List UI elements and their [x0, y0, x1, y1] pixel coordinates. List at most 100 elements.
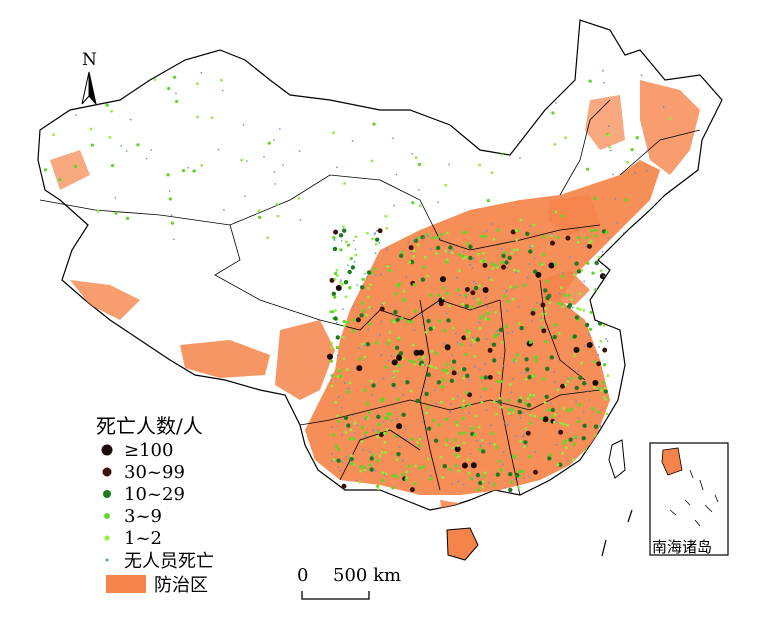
- incident-point: [482, 474, 486, 478]
- incident-point: [545, 279, 549, 284]
- incident-point: [453, 448, 456, 450]
- incident-point: [401, 412, 406, 417]
- incident-point: [550, 407, 556, 413]
- incident-point: [630, 147, 634, 152]
- incident-point: [428, 326, 433, 331]
- incident-point: [364, 431, 368, 435]
- legend-dot-icon: [96, 509, 118, 523]
- incident-point: [494, 332, 499, 337]
- incident-point: [376, 435, 379, 439]
- incident-point: [457, 480, 460, 483]
- incident-point: [374, 469, 377, 472]
- incident-point: [337, 395, 340, 398]
- incident-point: [345, 240, 348, 244]
- incident-point: [605, 315, 607, 318]
- incident-point: [481, 480, 485, 484]
- incident-point: [482, 262, 488, 268]
- incident-point: [445, 312, 448, 315]
- incident-point: [580, 361, 583, 365]
- incident-point: [448, 163, 451, 166]
- incident-point: [562, 422, 566, 426]
- incident-point: [352, 305, 355, 308]
- incident-point: [604, 479, 607, 481]
- incident-point: [500, 405, 503, 409]
- incident-point: [430, 365, 434, 369]
- incident-point: [533, 257, 536, 260]
- incident-point: [439, 276, 447, 283]
- incident-point: [535, 89, 539, 93]
- incident-point: [554, 210, 558, 214]
- incident-point: [420, 277, 426, 282]
- incident-point: [428, 477, 433, 481]
- incident-point: [531, 374, 534, 378]
- incident-point: [409, 487, 415, 493]
- legend-area-label: 防治区: [154, 575, 208, 596]
- incident-point: [464, 352, 469, 357]
- incident-point: [567, 460, 569, 462]
- incident-point: [477, 302, 482, 306]
- incident-point: [599, 273, 606, 280]
- incident-point: [576, 240, 580, 244]
- incident-point: [413, 309, 418, 313]
- legend-item: 1~2: [96, 527, 214, 549]
- incident-point: [110, 163, 115, 168]
- incident-point: [396, 283, 401, 287]
- incident-point: [548, 453, 553, 457]
- incident-point: [605, 412, 609, 416]
- incident-point: [394, 387, 397, 390]
- incident-point: [504, 486, 507, 489]
- incident-point: [358, 464, 363, 469]
- incident-point: [361, 343, 364, 346]
- incident-point: [274, 183, 277, 185]
- incident-point: [397, 364, 401, 368]
- incident-point: [599, 309, 603, 313]
- incident-point: [422, 265, 426, 270]
- incident-point: [382, 421, 385, 424]
- incident-point: [422, 355, 425, 359]
- coastal-dashes: [601, 509, 633, 557]
- incident-point: [90, 143, 95, 147]
- incident-point: [391, 486, 395, 490]
- incident-point: [500, 248, 503, 251]
- incident-point: [343, 280, 349, 285]
- incident-point: [196, 115, 199, 119]
- incident-point: [387, 359, 390, 362]
- incident-point: [376, 414, 381, 419]
- incident-point: [594, 308, 597, 310]
- incident-point: [517, 306, 520, 308]
- incident-point: [441, 476, 444, 479]
- incident-point: [367, 328, 369, 331]
- incident-point: [497, 399, 502, 404]
- incident-point: [572, 442, 576, 446]
- incident-point: [363, 355, 367, 359]
- incident-point: [378, 334, 381, 336]
- incident-point: [393, 309, 398, 315]
- incident-point: [474, 282, 477, 285]
- incident-point: [587, 481, 591, 485]
- incident-point: [337, 419, 341, 424]
- incident-point: [432, 326, 436, 329]
- incident-point: [360, 301, 365, 305]
- incident-point: [356, 284, 358, 287]
- incident-point: [257, 209, 261, 213]
- incident-point: [502, 364, 505, 367]
- incident-point: [380, 320, 383, 323]
- incident-point: [574, 385, 579, 391]
- incident-point: [599, 313, 605, 318]
- incident-point: [153, 78, 157, 81]
- incident-point: [593, 463, 597, 467]
- incident-point: [531, 320, 533, 322]
- incident-point: [428, 364, 431, 368]
- incident-point: [382, 302, 386, 305]
- incident-point: [541, 328, 547, 334]
- incident-point: [391, 359, 398, 366]
- incident-point: [360, 440, 364, 444]
- incident-point: [172, 75, 177, 79]
- incident-point: [392, 474, 396, 478]
- incident-point: [595, 312, 600, 317]
- incident-point: [408, 260, 412, 264]
- incident-point: [444, 249, 448, 253]
- incident-point: [484, 363, 487, 365]
- incident-point: [519, 396, 523, 399]
- incident-point: [402, 290, 406, 293]
